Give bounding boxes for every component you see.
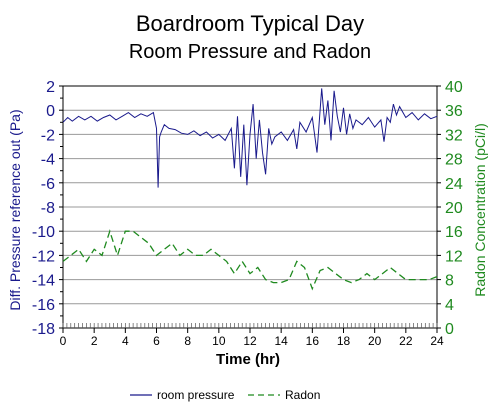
- x-tick-label: 22: [399, 334, 413, 348]
- right-tick-label: 8: [445, 273, 454, 290]
- x-tick-label: 24: [430, 334, 444, 348]
- left-tick-label: -16: [32, 297, 55, 314]
- x-tick-label: 16: [306, 334, 320, 348]
- right-tick-label: 32: [445, 127, 463, 144]
- left-tick-label: -4: [41, 152, 55, 169]
- legend: room pressure Radon: [130, 388, 320, 402]
- x-tick-label: 20: [368, 334, 382, 348]
- right-tick-label: 4: [445, 297, 454, 314]
- right-tick-label: 12: [445, 248, 463, 265]
- right-tick-label: 16: [445, 224, 463, 241]
- y-axis-label-left: Diff. Pressure reference out (Pa): [7, 109, 23, 310]
- left-tick-label: -8: [41, 200, 55, 217]
- y-axis-label-right: Radon Concentration (pCi/l): [472, 123, 488, 297]
- left-axis: 2 0 -2 -4 -6 -8 -10 -12 -14 -16 -18: [32, 79, 63, 338]
- legend-label-pressure: room pressure: [157, 388, 235, 402]
- series-layer: [62, 88, 438, 291]
- series-line-room-pressure: [62, 88, 438, 188]
- left-tick-label: -12: [32, 248, 55, 265]
- x-tick-label: 18: [337, 334, 351, 348]
- x-tick-label: 12: [243, 334, 257, 348]
- right-tick-label: 36: [445, 103, 463, 120]
- x-minor-ticks: [62, 323, 438, 328]
- left-tick-label: -14: [32, 273, 55, 290]
- x-tick-label: 4: [122, 334, 129, 348]
- x-tick-label: 0: [60, 334, 67, 348]
- left-tick-label: -18: [32, 321, 55, 338]
- series-line-radon: [62, 229, 438, 291]
- x-tick-label: 2: [91, 334, 98, 348]
- right-tick-label: 24: [445, 176, 463, 193]
- x-tick-label: 14: [274, 334, 288, 348]
- plot-area: [62, 85, 438, 329]
- left-tick-label: -2: [41, 127, 55, 144]
- right-tick-label: 28: [445, 152, 463, 169]
- x-axis: 0 2 4 6 8 10 12 14 16 18 20 22 24: [60, 328, 444, 348]
- right-tick-label: 0: [445, 321, 454, 338]
- x-axis-label: Time (hr): [216, 351, 280, 368]
- right-tick-label: 20: [445, 200, 463, 217]
- chart-subtitle: Room Pressure and Radon: [129, 41, 371, 63]
- left-tick-label: -6: [41, 176, 55, 193]
- left-tick-label: -10: [32, 224, 55, 241]
- chart-title: Boardroom Typical Day: [136, 11, 364, 36]
- x-tick-label: 6: [153, 334, 160, 348]
- left-tick-label: 0: [46, 103, 55, 120]
- right-tick-label: 40: [445, 79, 463, 96]
- legend-label-radon: Radon: [285, 388, 320, 402]
- x-tick-label: 8: [184, 334, 191, 348]
- x-tick-label: 10: [212, 334, 226, 348]
- left-tick-label: 2: [46, 79, 55, 96]
